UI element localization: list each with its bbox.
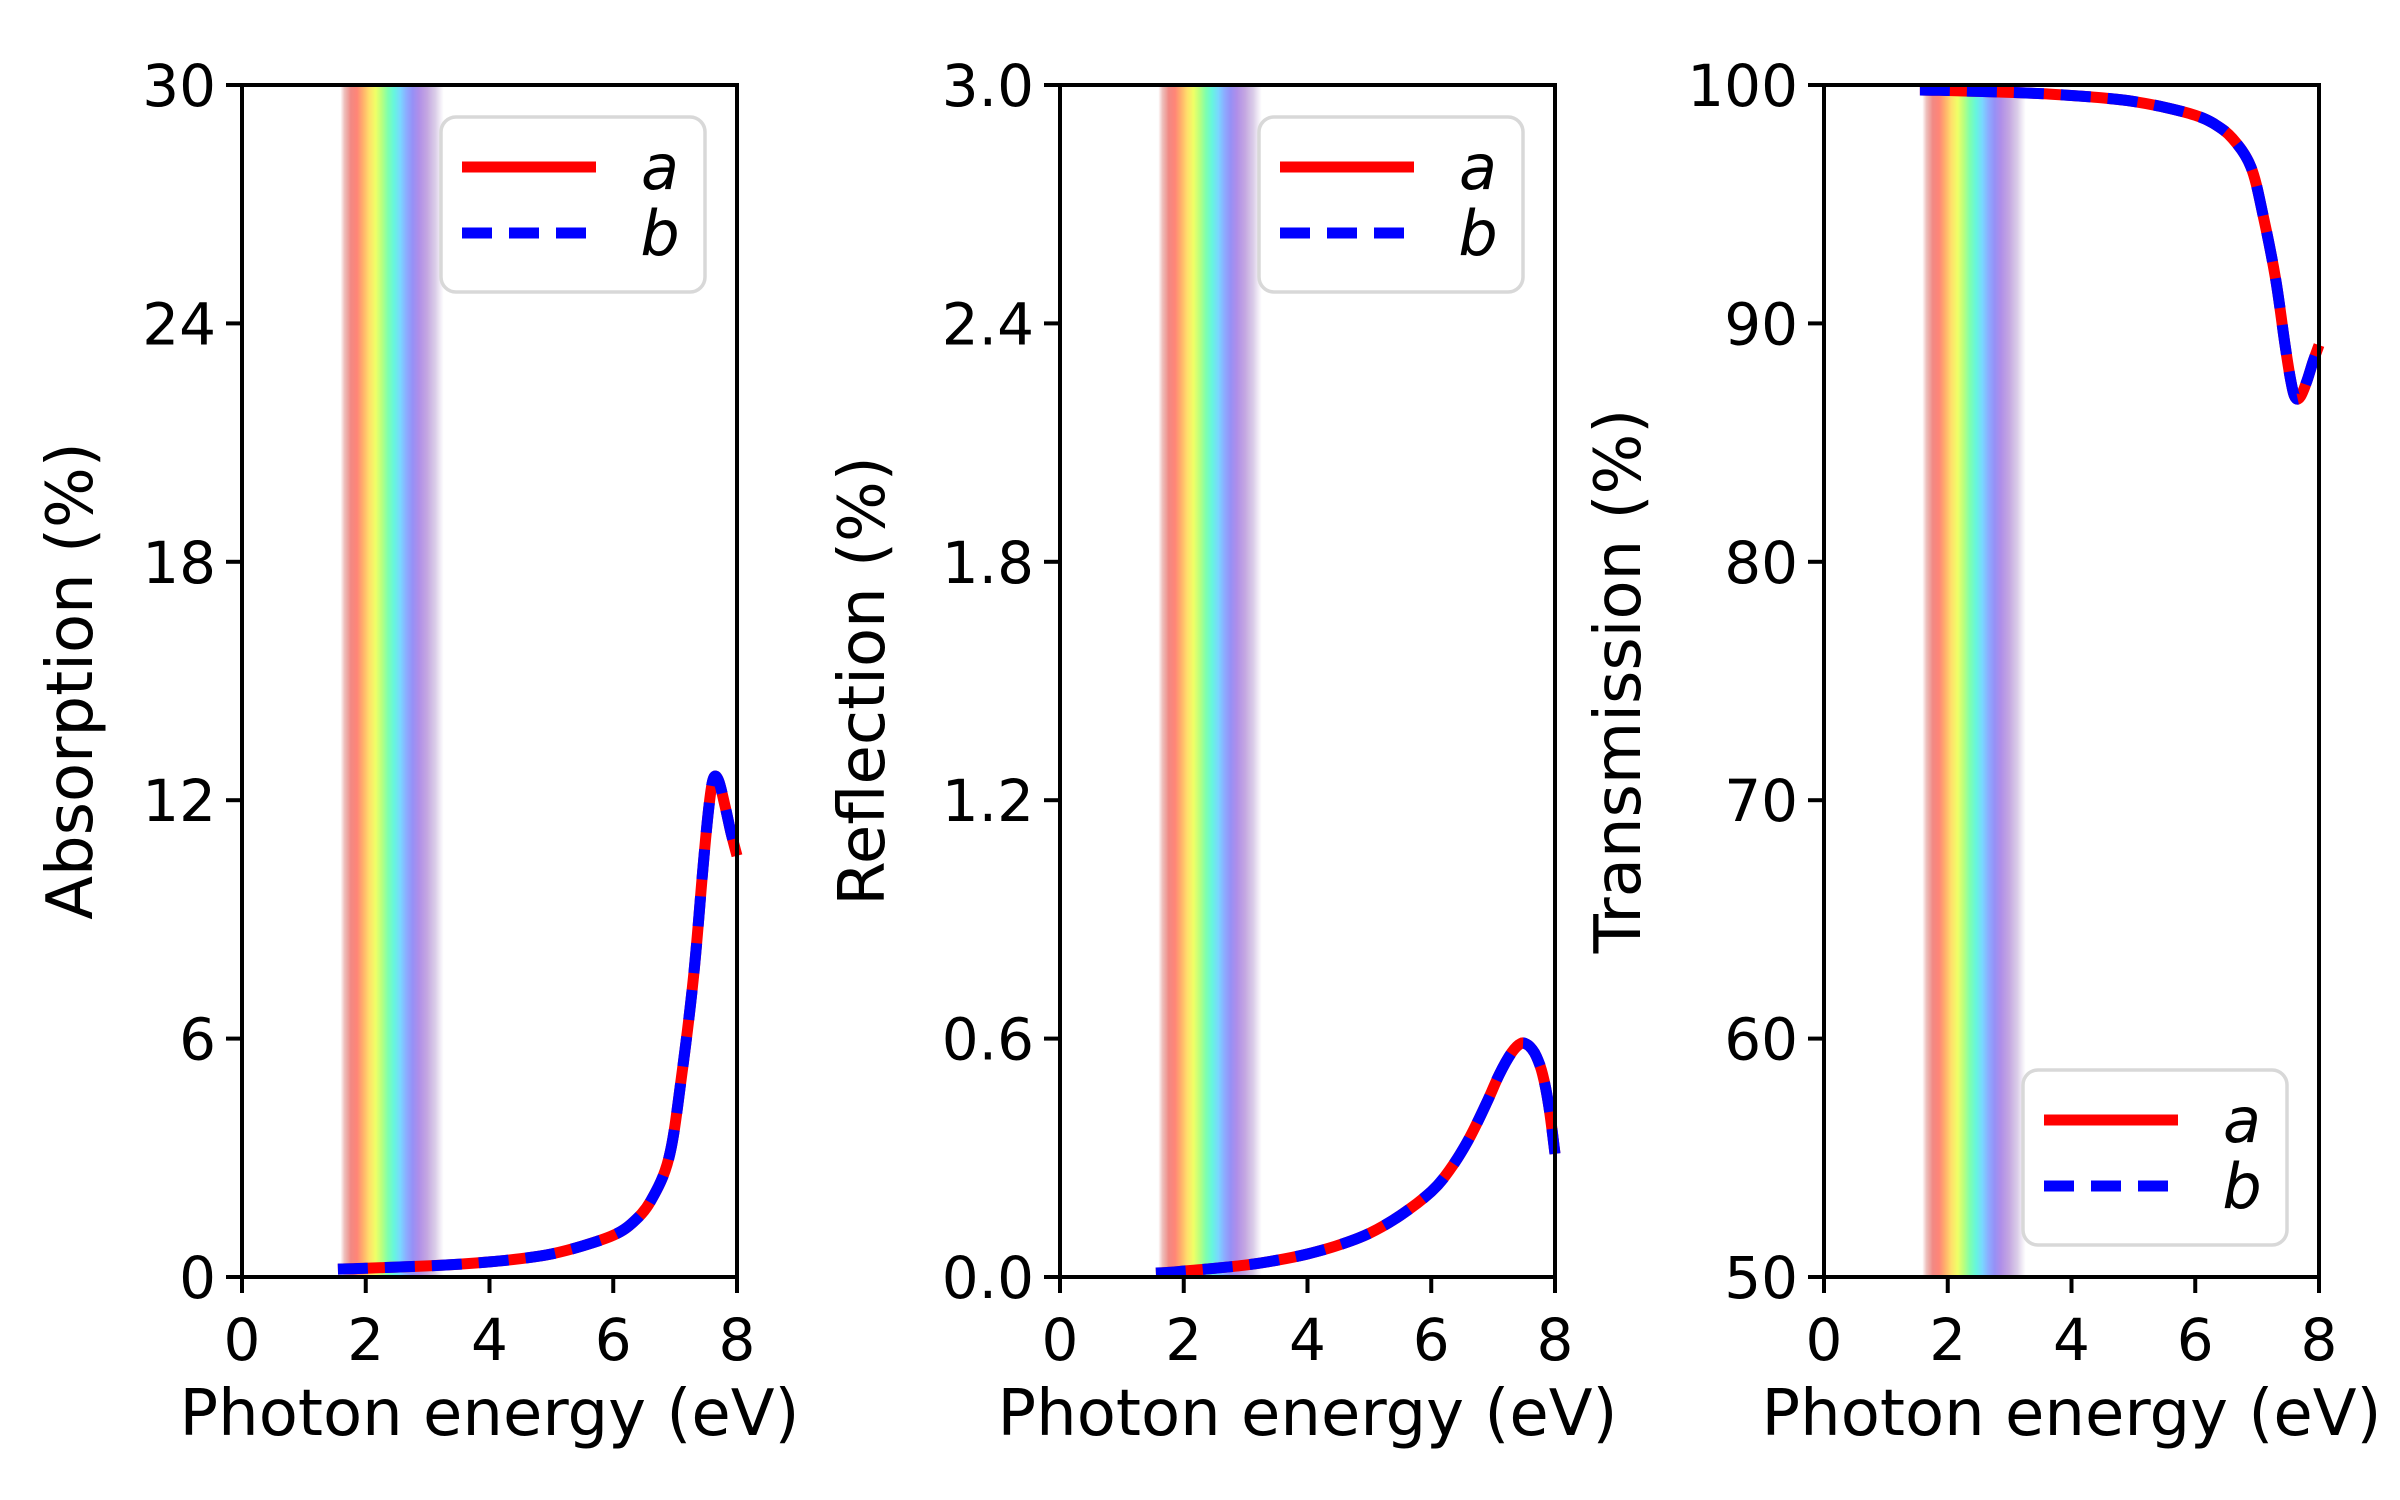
legend-label-b: b [640, 197, 679, 270]
x-axis-label: Photon energy (eV) [180, 1377, 800, 1451]
y-tick-label: 1.2 [942, 767, 1034, 835]
y-axis-label: Absorption (%) [34, 442, 108, 920]
x-tick-label: 6 [2177, 1306, 2214, 1374]
x-tick-label: 6 [1413, 1306, 1450, 1374]
y-tick-label: 0 [179, 1244, 216, 1312]
legend-label-b: b [2222, 1150, 2261, 1223]
curve-b [1155, 1037, 1561, 1279]
x-axis-label: Photon energy (eV) [1762, 1377, 2382, 1451]
y-tick-label: 50 [1724, 1244, 1798, 1312]
curve-b [337, 770, 743, 1275]
y-tick-label: 2.4 [942, 290, 1034, 358]
x-tick-label: 8 [719, 1306, 756, 1374]
curves-group [337, 770, 743, 1275]
x-tick-label: 0 [1042, 1306, 1079, 1374]
y-axis-label: Reflection (%) [826, 456, 900, 906]
curve-b [1919, 84, 2325, 405]
y-tick-label: 80 [1724, 529, 1798, 597]
x-tick-label: 2 [347, 1306, 384, 1374]
x-tick-label: 2 [1929, 1306, 1966, 1374]
visible-spectrum-band [340, 85, 444, 1277]
x-tick-label: 6 [595, 1306, 632, 1374]
curves-group [1155, 1037, 1561, 1279]
legend-box [1257, 115, 1525, 294]
y-tick-label: 0.0 [942, 1244, 1034, 1312]
y-tick-label: 6 [179, 1006, 216, 1074]
x-tick-label: 4 [1289, 1306, 1326, 1374]
legend-box [2021, 1068, 2289, 1247]
legend-label-a: a [641, 131, 679, 204]
legend-label-b: b [1458, 197, 1497, 270]
curves-group [1919, 84, 2325, 405]
legend-label-a: a [1459, 131, 1497, 204]
y-tick-label: 1.8 [942, 529, 1034, 597]
x-tick-label: 4 [471, 1306, 508, 1374]
y-tick-label: 70 [1724, 767, 1798, 835]
y-tick-label: 90 [1724, 290, 1798, 358]
legend-box [439, 115, 707, 294]
y-tick-label: 12 [142, 767, 216, 835]
y-tick-label: 24 [142, 290, 216, 358]
y-tick-label: 30 [142, 52, 216, 120]
x-axis-label: Photon energy (eV) [998, 1377, 1618, 1451]
legend: ab [1257, 115, 1525, 294]
visible-spectrum-band [1158, 85, 1262, 1277]
panel-transmission: 0 2 4 6 8 50 60 70 80 90 100 Photon energy (eV) Tran… [1582, 52, 2381, 1451]
x-tick-label: 0 [1806, 1306, 1843, 1374]
y-tick-label: 18 [142, 529, 216, 597]
y-tick-label: 100 [1687, 52, 1798, 120]
panel-reflection: 0 2 4 6 8 0.0 0.6 1.2 1.8 2.4 3.0 Photon energy (eV… [826, 52, 1617, 1451]
x-tick-label: 8 [1537, 1306, 1574, 1374]
x-tick-label: 2 [1165, 1306, 1202, 1374]
x-tick-label: 0 [224, 1306, 261, 1374]
x-tick-label: 8 [2301, 1306, 2338, 1374]
legend-label-a: a [2223, 1084, 2261, 1157]
visible-spectrum-band [1922, 85, 2026, 1277]
y-tick-label: 60 [1724, 1006, 1798, 1074]
y-tick-label: 0.6 [942, 1006, 1034, 1074]
x-tick-label: 4 [2053, 1306, 2090, 1374]
y-tick-label: 3.0 [942, 52, 1034, 120]
y-axis-label: Transmission (%) [1582, 409, 1656, 955]
legend: ab [439, 115, 707, 294]
legend: ab [2021, 1068, 2289, 1247]
